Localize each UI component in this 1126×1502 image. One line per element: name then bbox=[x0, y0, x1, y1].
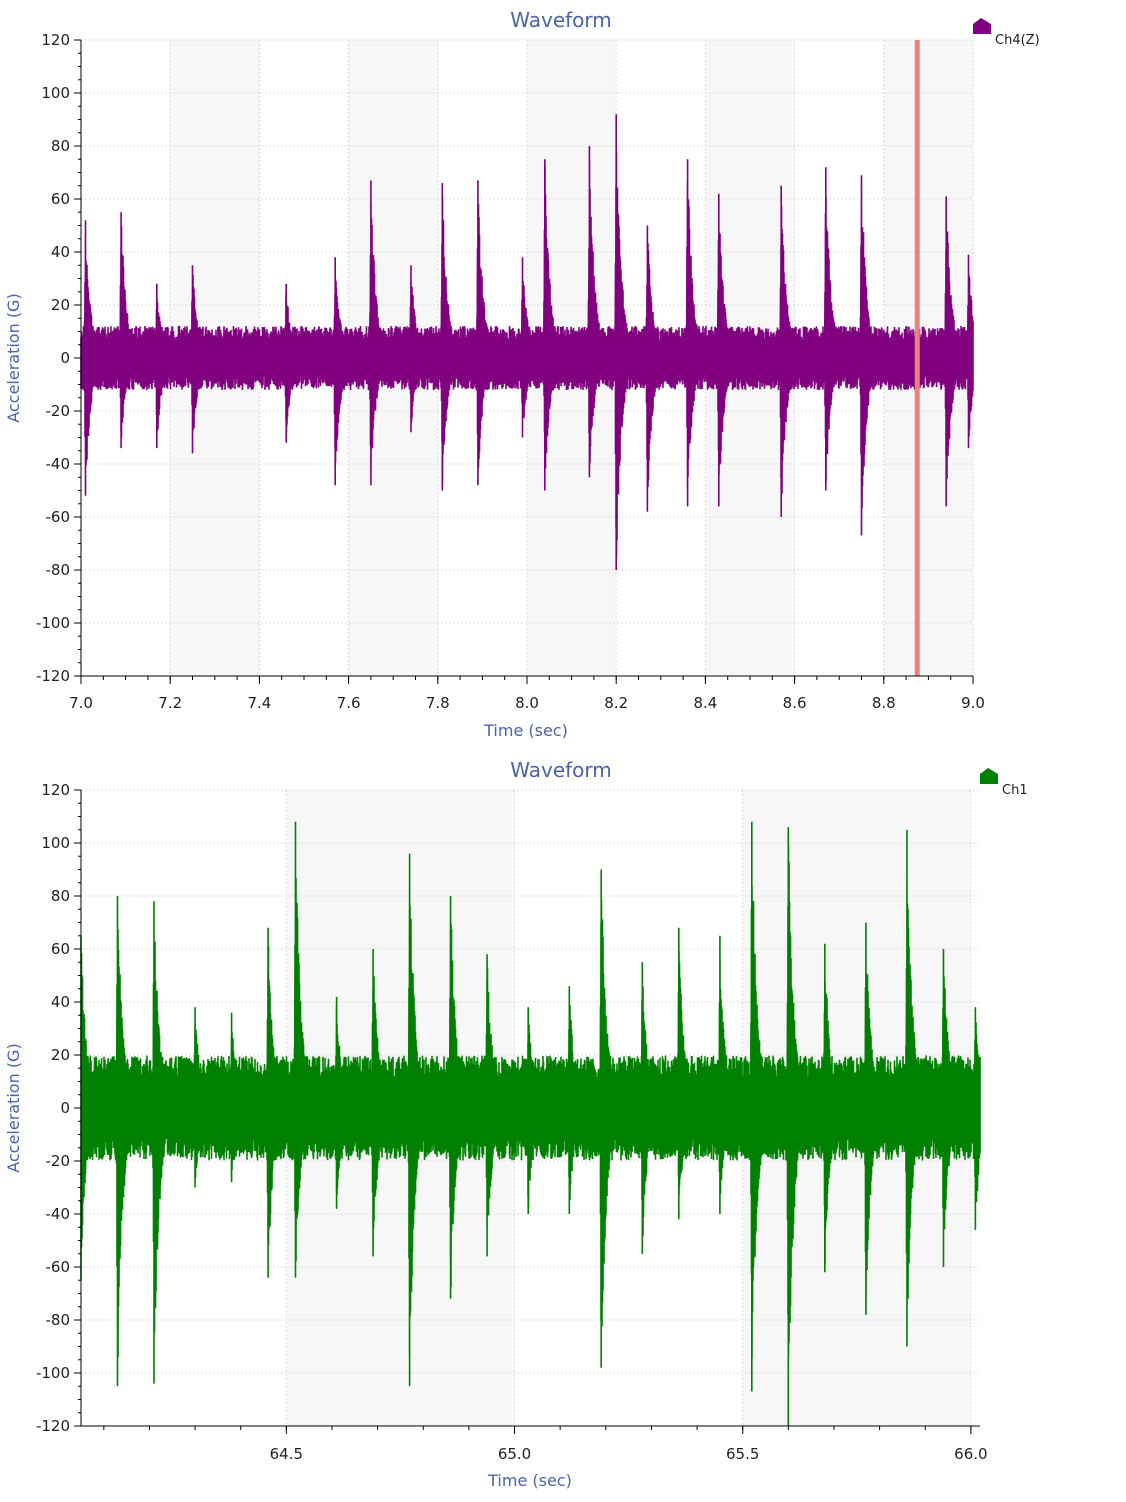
legend-label: Ch4(Z) bbox=[995, 33, 1040, 48]
x-tick-label: 7.4 bbox=[247, 694, 271, 712]
x-tick-label: 8.8 bbox=[872, 694, 896, 712]
y-tick-label: 100 bbox=[41, 84, 70, 102]
x-tick-label: 7.6 bbox=[337, 694, 361, 712]
x-tick-label: 64.5 bbox=[270, 1445, 303, 1463]
y-tick-label: 120 bbox=[41, 781, 70, 799]
x-axis-label: Time (sec) bbox=[483, 721, 568, 740]
x-tick-label: 8.4 bbox=[693, 694, 717, 712]
x-tick-label: 7.0 bbox=[69, 694, 93, 712]
legend-marker-icon bbox=[973, 18, 991, 34]
y-tick-label: 20 bbox=[51, 296, 70, 314]
y-tick-label: -100 bbox=[36, 1364, 70, 1382]
y-tick-label: 80 bbox=[51, 887, 70, 905]
x-tick-label: 7.2 bbox=[158, 694, 182, 712]
series-line bbox=[80, 114, 974, 570]
x-tick-label: 9.0 bbox=[961, 694, 985, 712]
y-axis-label: Acceleration (G) bbox=[4, 1043, 23, 1172]
y-tick-label: -80 bbox=[46, 1311, 71, 1329]
x-tick-label: 8.0 bbox=[515, 694, 539, 712]
waveform-chart-top: Ch4(Z) 120 100 80 60 40 20 0 -20 -40 -60 -80 -100 -12… bbox=[0, 0, 1126, 750]
x-axis-label: Time (sec) bbox=[487, 1471, 572, 1490]
y-tick-label: 60 bbox=[51, 190, 70, 208]
x-tick-label: 65.0 bbox=[498, 1445, 531, 1463]
y-tick-label: 120 bbox=[41, 31, 70, 49]
chart-title: Waveform bbox=[510, 8, 612, 32]
waveform-chart-bottom: Ch1 120 100 80 60 40 20 0 -20 -40 -60 -80 -100 -120 64… bbox=[0, 750, 1126, 1502]
y-tick-label: 0 bbox=[60, 1099, 70, 1117]
y-tick-label: -20 bbox=[46, 1152, 71, 1170]
y-tick-label: -80 bbox=[46, 561, 71, 579]
y-tick-label: 40 bbox=[51, 243, 70, 261]
y-tick-label: 80 bbox=[51, 137, 70, 155]
y-tick-label: -40 bbox=[46, 455, 71, 473]
waveform-chart-svg: Ch4(Z) 120 100 80 60 40 20 0 -20 -40 -60 -80 -100 -12… bbox=[4, 8, 1040, 740]
y-tick-label: -100 bbox=[36, 614, 70, 632]
y-tick-label: -60 bbox=[46, 1258, 71, 1276]
y-tick-label: 20 bbox=[51, 1046, 70, 1064]
legend-label: Ch1 bbox=[1002, 783, 1028, 798]
y-axis-label: Acceleration (G) bbox=[4, 293, 23, 422]
x-tick-label: 8.2 bbox=[604, 694, 628, 712]
chart-title: Waveform bbox=[510, 758, 612, 782]
y-tick-label: -120 bbox=[36, 1417, 70, 1435]
x-tick-label: 8.6 bbox=[783, 694, 807, 712]
y-tick-label: 60 bbox=[51, 940, 70, 958]
x-tick-label: 66.0 bbox=[954, 1445, 987, 1463]
y-tick-label: -120 bbox=[36, 667, 70, 685]
series-line bbox=[80, 821, 981, 1426]
x-tick-label: 7.8 bbox=[426, 694, 450, 712]
y-tick-label: 0 bbox=[60, 349, 70, 367]
y-tick-label: -20 bbox=[46, 402, 71, 420]
legend-marker-icon bbox=[980, 768, 998, 784]
y-tick-label: 100 bbox=[41, 834, 70, 852]
y-tick-label: -40 bbox=[46, 1205, 71, 1223]
x-tick-label: 65.5 bbox=[726, 1445, 759, 1463]
y-tick-label: 40 bbox=[51, 993, 70, 1011]
waveform-chart-svg: Ch1 120 100 80 60 40 20 0 -20 -40 -60 -80 -100 -120 64… bbox=[4, 758, 1028, 1490]
legend-entry[interactable]: Ch4(Z) bbox=[973, 18, 1040, 48]
y-tick-label: -60 bbox=[46, 508, 71, 526]
legend-entry[interactable]: Ch1 bbox=[980, 768, 1028, 798]
